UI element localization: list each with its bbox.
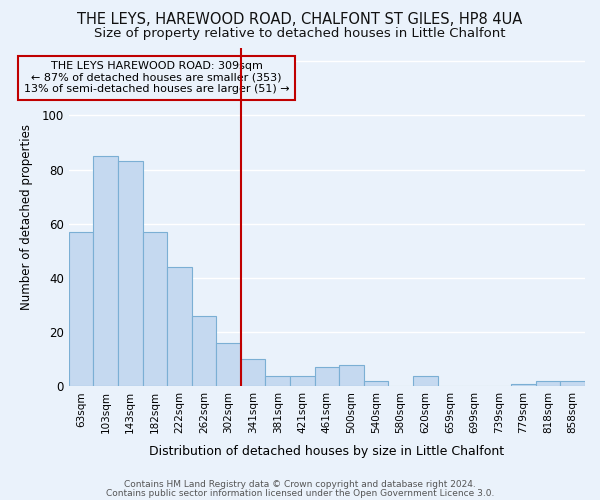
- Bar: [118, 162, 143, 386]
- Bar: [143, 232, 167, 386]
- Y-axis label: Number of detached properties: Number of detached properties: [20, 124, 33, 310]
- Text: THE LEYS HAREWOOD ROAD: 309sqm
← 87% of detached houses are smaller (353)
13% of: THE LEYS HAREWOOD ROAD: 309sqm ← 87% of …: [24, 61, 289, 94]
- Bar: [339, 364, 364, 386]
- Text: Contains HM Land Registry data © Crown copyright and database right 2024.: Contains HM Land Registry data © Crown c…: [124, 480, 476, 489]
- Bar: [94, 156, 118, 386]
- Bar: [560, 381, 585, 386]
- Text: THE LEYS, HAREWOOD ROAD, CHALFONT ST GILES, HP8 4UA: THE LEYS, HAREWOOD ROAD, CHALFONT ST GIL…: [77, 12, 523, 28]
- Bar: [265, 376, 290, 386]
- Bar: [191, 316, 216, 386]
- Bar: [511, 384, 536, 386]
- Text: Contains public sector information licensed under the Open Government Licence 3.: Contains public sector information licen…: [106, 488, 494, 498]
- X-axis label: Distribution of detached houses by size in Little Chalfont: Distribution of detached houses by size …: [149, 444, 505, 458]
- Bar: [167, 267, 191, 386]
- Bar: [413, 376, 437, 386]
- Bar: [216, 343, 241, 386]
- Bar: [241, 360, 265, 386]
- Bar: [290, 376, 314, 386]
- Bar: [69, 232, 94, 386]
- Text: Size of property relative to detached houses in Little Chalfont: Size of property relative to detached ho…: [94, 28, 506, 40]
- Bar: [536, 381, 560, 386]
- Bar: [314, 368, 339, 386]
- Bar: [364, 381, 388, 386]
